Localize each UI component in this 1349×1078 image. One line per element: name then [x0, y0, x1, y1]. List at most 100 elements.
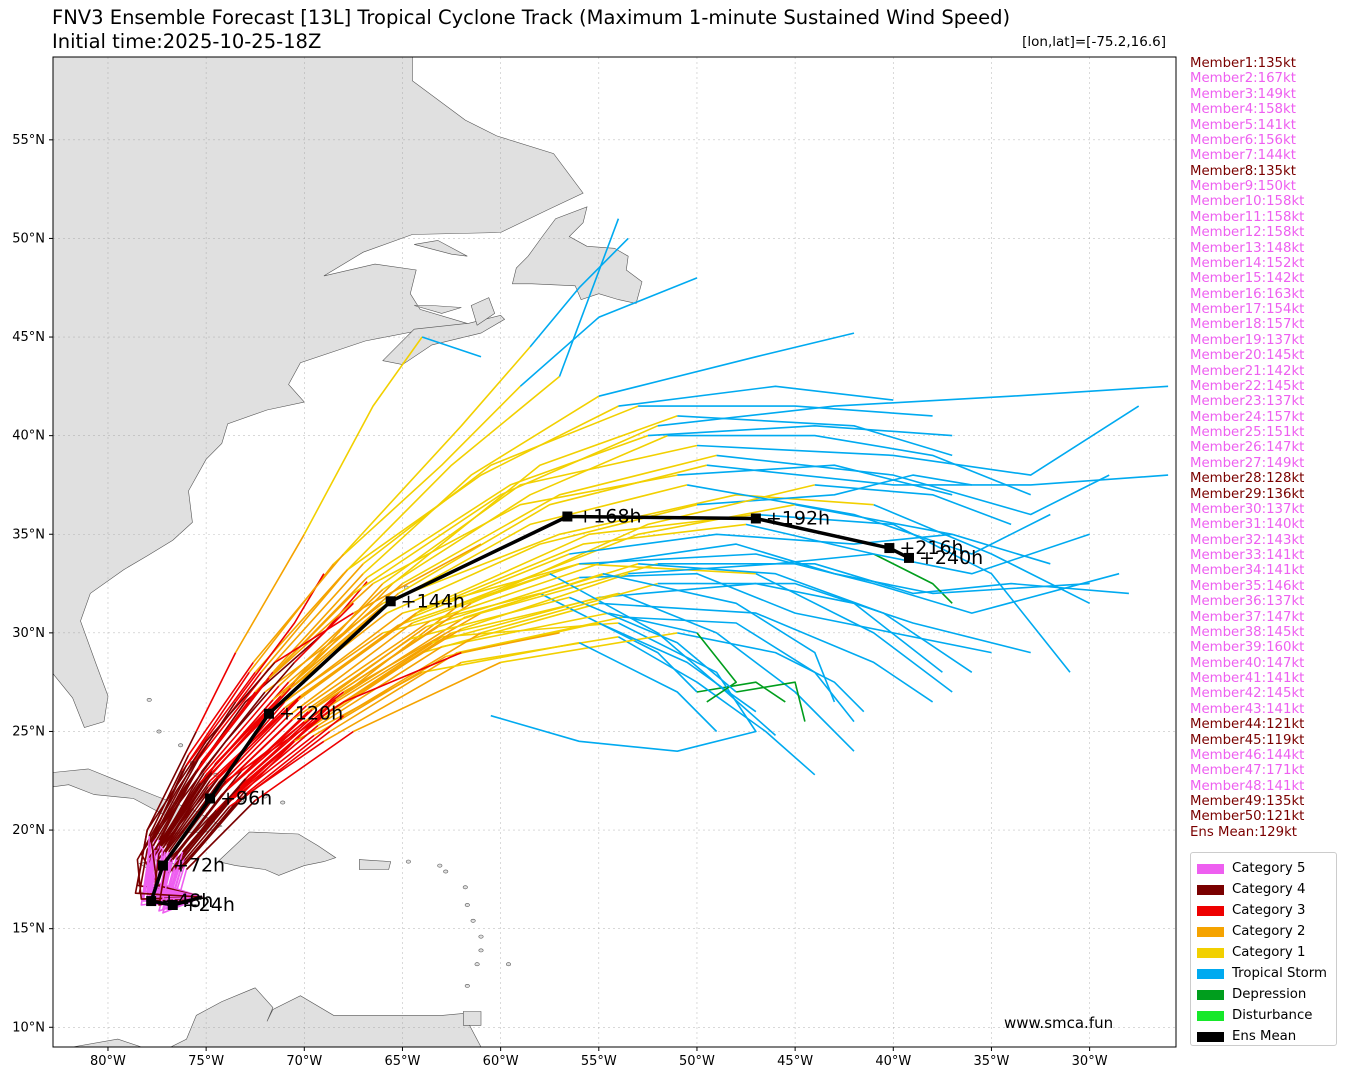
track-segment	[696, 632, 738, 703]
legend-label: Category 2	[1232, 924, 1306, 939]
track-segment	[197, 677, 270, 770]
member-intensity-26: Member26:147kt	[1190, 440, 1305, 456]
track-segment	[638, 405, 933, 417]
lon-tick-label: 50°W	[679, 1054, 715, 1069]
track-segment	[415, 523, 747, 614]
legend-entry: Category 1	[1191, 942, 1336, 963]
lon-tick-label: 55°W	[581, 1054, 617, 1069]
track-segment	[429, 563, 600, 622]
member-track-42	[172, 582, 1031, 904]
track-segment	[343, 375, 561, 575]
track-segment	[657, 562, 1129, 595]
member-intensity-16: Member16:163kt	[1190, 286, 1305, 302]
track-segment	[686, 484, 1051, 555]
legend-entry: Tropical Storm	[1191, 963, 1336, 984]
member-intensity-3: Member3:149kt	[1190, 86, 1296, 102]
track-segment	[617, 636, 816, 776]
track-segment	[264, 583, 374, 683]
track-segment	[461, 632, 560, 654]
south-america-land	[53, 987, 482, 1047]
track-segment	[183, 792, 249, 867]
axis-labels: 80°W 75°W 70°W 65°W 60°W 55°W 50°W 45°W 40°W 35°W…	[12, 133, 1107, 1069]
track-segment	[412, 563, 580, 624]
member-intensity-8: Member8:135kt	[1190, 163, 1296, 179]
member-intensity-18: Member18:157kt	[1190, 317, 1305, 333]
track-segment	[203, 685, 280, 774]
ens-mean-marker	[385, 596, 396, 607]
island	[464, 984, 470, 988]
legend-label: Disturbance	[1232, 1008, 1313, 1023]
track-segment	[225, 651, 462, 782]
track-segment	[272, 573, 364, 673]
track-segment	[343, 632, 482, 717]
track-segment	[873, 553, 953, 604]
track-segment	[480, 563, 658, 614]
member-intensity-51: Ens Mean:129kt	[1190, 824, 1297, 840]
track-segment	[172, 788, 229, 861]
track-segment	[657, 582, 1031, 654]
forecast-hour-label: +240h	[919, 547, 983, 569]
track-segment	[598, 332, 855, 397]
legend-entry: Ens Mean	[1191, 1026, 1336, 1047]
puerto-rico-land	[359, 859, 392, 870]
track-segment	[178, 801, 239, 871]
member-track-49	[134, 543, 482, 898]
legend-swatch	[1197, 989, 1224, 1000]
track-segment	[181, 671, 256, 772]
track-segment	[457, 616, 623, 654]
track-segment	[187, 661, 254, 756]
island	[464, 903, 470, 907]
track-segment	[677, 632, 865, 713]
track-segment	[323, 581, 368, 634]
legend-swatch	[1197, 1031, 1224, 1042]
member-intensity-46: Member46:144kt	[1190, 747, 1305, 763]
track-segment	[150, 661, 296, 898]
track-segment	[154, 772, 205, 851]
track-segment	[529, 237, 629, 348]
track-segment	[549, 572, 777, 736]
island	[462, 885, 468, 890]
track-segment	[185, 671, 250, 766]
member-intensity-41: Member41:141kt	[1190, 671, 1305, 686]
member-intensity-31: Member31:140kt	[1190, 517, 1305, 533]
track-segment	[231, 724, 319, 800]
track-segment	[598, 602, 934, 703]
track-segment	[293, 602, 354, 663]
track-segment	[164, 778, 219, 853]
island	[437, 863, 443, 868]
track-segment	[353, 661, 501, 733]
track-segment	[602, 572, 836, 703]
track-segment	[382, 434, 668, 591]
lat-tick-label: 55°N	[12, 133, 45, 148]
lon-tick-label: 60°W	[483, 1054, 519, 1069]
legend-label: Category 1	[1232, 945, 1306, 960]
track-segment	[519, 277, 698, 387]
track-segment	[297, 612, 417, 701]
track-segment	[569, 533, 953, 555]
forecast-hour-label: +120h	[279, 703, 343, 725]
track-segment	[134, 661, 276, 898]
track-segment	[366, 434, 649, 579]
member-intensity-1: Member1:135kt	[1190, 56, 1296, 71]
island	[478, 934, 484, 939]
track-segment	[156, 786, 209, 863]
member-intensity-7: Member7:144kt	[1190, 148, 1296, 164]
member-intensity-30: Member30:137kt	[1190, 501, 1305, 517]
track-segment	[185, 799, 256, 871]
member-track-4	[146, 218, 620, 898]
track-segment	[382, 493, 874, 605]
lon-tick-label: 75°W	[188, 1054, 224, 1069]
track-segment	[168, 780, 221, 853]
forecast-hour-label: +144h	[401, 590, 465, 612]
track-segment	[421, 641, 580, 674]
ens-mean-marker	[562, 511, 573, 522]
track-segment	[696, 474, 972, 506]
member-intensity-40: Member40:147kt	[1190, 655, 1305, 671]
island	[146, 698, 152, 702]
lat-tick-label: 25°N	[12, 724, 45, 739]
track-segment	[333, 385, 521, 565]
island	[405, 859, 411, 864]
member-intensity-34: Member34:141kt	[1190, 563, 1305, 579]
member-intensity-35: Member35:146kt	[1190, 578, 1305, 594]
lon-tick-label: 30°W	[1072, 1054, 1108, 1069]
